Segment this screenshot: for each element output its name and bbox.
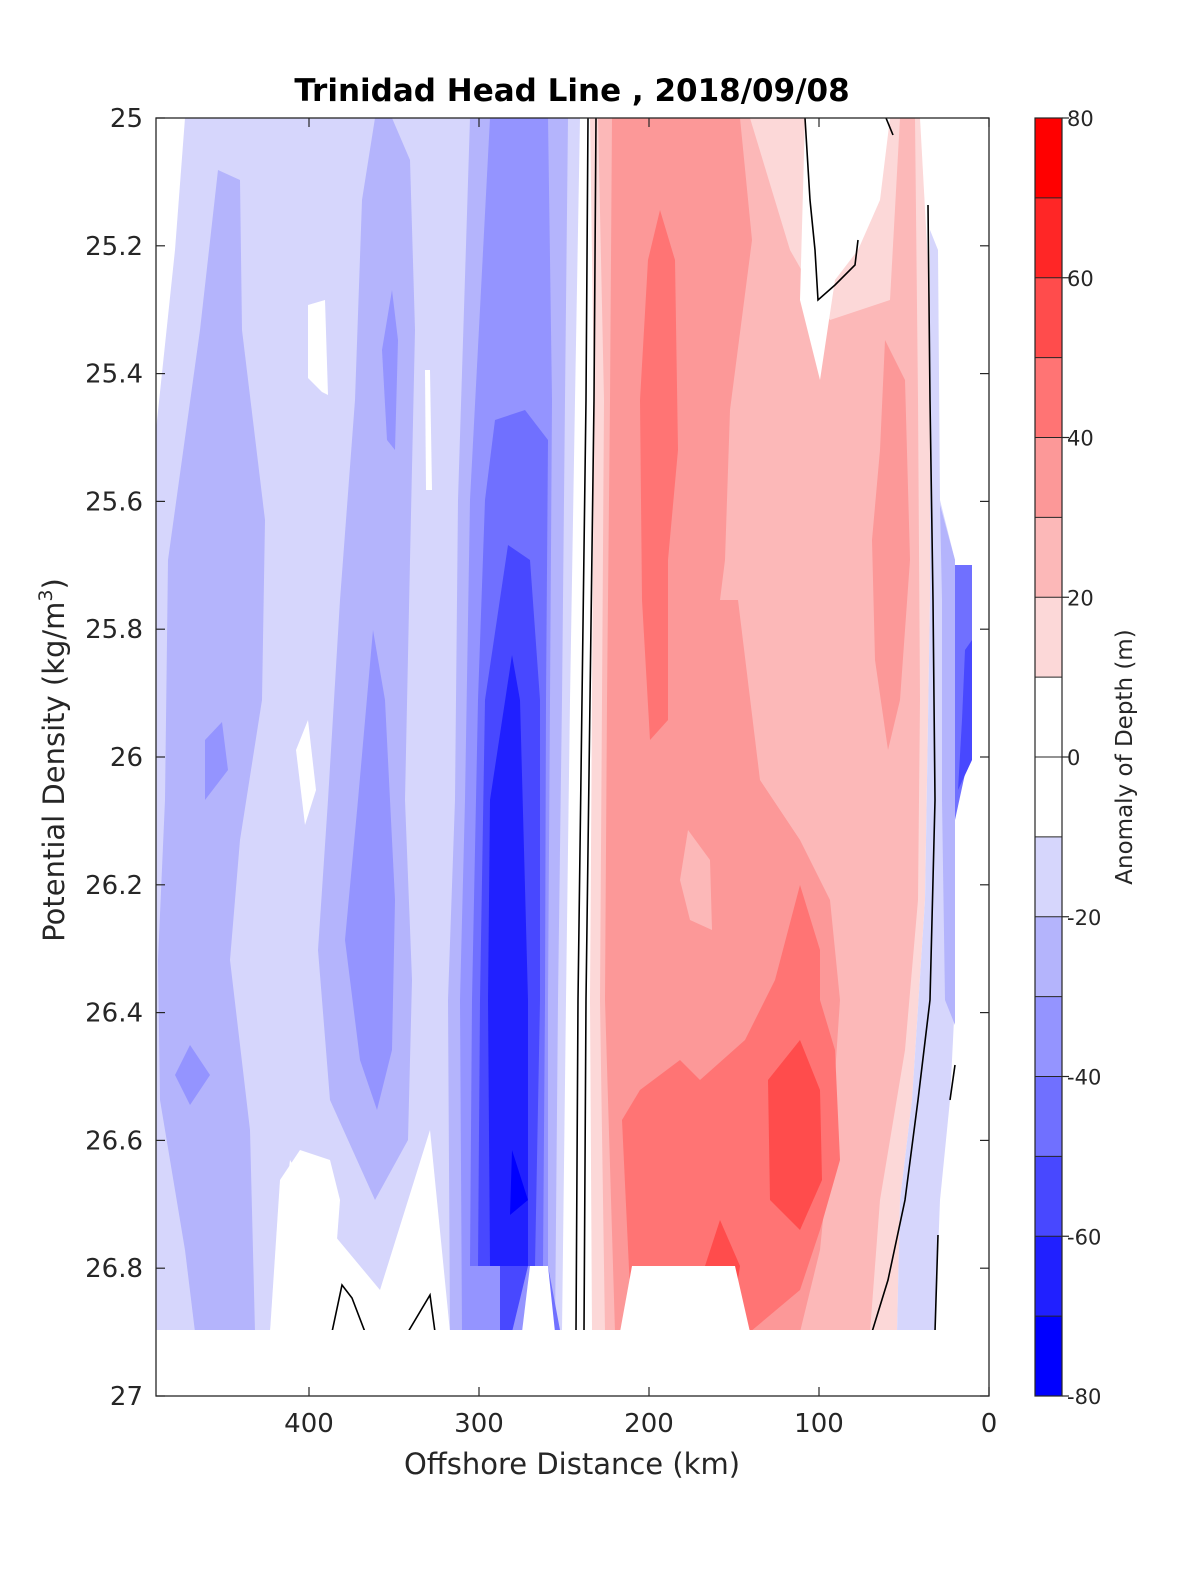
band-plus-20-spot (680, 830, 712, 930)
band-minus-20-coastal (897, 230, 955, 1330)
y-tick-label: 25 (110, 104, 143, 134)
zero-contour-line-2 (583, 118, 597, 1330)
colorbar-segment (1035, 996, 1062, 1077)
colorbar-segment (1035, 1316, 1062, 1396)
white-patch-bottom-center (522, 1266, 555, 1330)
x-tick-label: 200 (624, 1409, 674, 1439)
y-tick-label: 26 (110, 743, 143, 773)
zero-contour-line-4 (871, 204, 936, 1330)
band-plus-40 (640, 210, 678, 740)
y-tick-label: 25.2 (85, 232, 143, 262)
colorbar-segment (1035, 118, 1062, 198)
zero-contour-line-7 (949, 1064, 956, 1101)
colorbar-segment (1035, 517, 1062, 598)
colorbar-tick-label: 60 (1067, 267, 1094, 291)
colorbar-segment (1035, 277, 1062, 358)
y-axis-label-main: Potential Density (kg/m (37, 602, 71, 942)
colorbar-tick-label: 0 (1067, 746, 1080, 770)
colorbar-segment (1035, 197, 1062, 278)
zero-contour-line-5 (885, 118, 894, 136)
chart-title: Trinidad Head Line , 2018/09/08 (294, 73, 849, 109)
band-minus-60-bottom (500, 1266, 528, 1330)
colorbar-label: Anomaly of Depth (m) (1112, 629, 1138, 884)
band-plus-50 (768, 1040, 822, 1230)
y-tick-label: 26.2 (85, 871, 143, 901)
colorbar-segment (1035, 357, 1062, 438)
colorbar-segment (1035, 1236, 1062, 1317)
band-minus-40-spot-1 (205, 722, 228, 800)
zero-contour-line-9 (408, 1292, 436, 1330)
zero-contour-line-6 (934, 1234, 939, 1330)
colorbar-segment (1035, 437, 1062, 518)
colorbar (1035, 118, 1062, 1396)
y-axis-label-superscript: 3 (35, 589, 57, 601)
colorbar-tick-label: 80 (1067, 107, 1094, 131)
y-tick-label: 25.8 (85, 615, 143, 645)
colorbar-tick-label: -80 (1067, 1385, 1101, 1409)
band-minus-40-strip (382, 290, 398, 450)
x-tick-label: 0 (981, 1409, 998, 1439)
y-tick-label: 26.6 (85, 1126, 143, 1156)
zero-contour-line-3 (804, 118, 859, 302)
band-minus-40-spot-2 (175, 1045, 210, 1105)
y-axis-label-close: ) (37, 578, 71, 589)
band-plus-30-right (872, 340, 910, 750)
y-tick-label: 25.4 (85, 360, 143, 390)
colorbar-segment (1035, 836, 1062, 917)
x-ticks: 400 300 200 100 0 (284, 118, 997, 1439)
colorbar-ticks: 80 60 40 20 0 -20 -40 -60 -80 (1062, 107, 1101, 1409)
band-minus-30-coastal (940, 505, 955, 1025)
white-patch-top-right (800, 118, 890, 380)
white-patch-bottom-red (620, 1266, 750, 1330)
colorbar-segment (1035, 1156, 1062, 1237)
zero-contour-line-8 (331, 1283, 366, 1330)
x-tick-label: 100 (794, 1409, 844, 1439)
band-plus-40-lower (622, 885, 840, 1330)
x-axis-label: Offshore Distance (km) (404, 1447, 740, 1481)
colorbar-segment (1035, 597, 1062, 678)
colorbar-tick-label: -40 (1067, 1066, 1101, 1090)
white-patch-1 (308, 300, 328, 395)
band-minus-80-core (510, 1150, 528, 1215)
colorbar-tick-label: 20 (1067, 586, 1094, 610)
white-patch-3 (425, 370, 432, 490)
white-patch-bottom-left (270, 1150, 340, 1330)
colorbar-tick-label: -60 (1067, 1225, 1101, 1249)
zero-contour-line-1 (575, 118, 589, 1330)
white-patch-2 (296, 720, 316, 825)
colorbar-segment (1035, 916, 1062, 997)
band-minus-40-mid (345, 630, 395, 1110)
y-tick-label: 27 (110, 1382, 143, 1412)
x-tick-label: 300 (454, 1409, 504, 1439)
y-tick-label: 26.8 (85, 1254, 143, 1284)
colorbar-tick-label: -20 (1067, 906, 1101, 930)
y-tick-label: 26.4 (85, 999, 143, 1029)
plot-area (156, 118, 989, 1330)
colorbar-segment (1035, 1076, 1062, 1157)
colorbar-tick-label: 40 (1067, 427, 1094, 451)
y-ticks: 25 25.2 25.4 25.6 25.8 26 26.2 26.4 26.6 26.8 27 (85, 104, 989, 1412)
band-minus-60-coastal (958, 640, 972, 790)
band-minus-70-core (488, 655, 528, 1266)
x-tick-label: 400 (284, 1409, 334, 1439)
y-tick-label: 25.6 (85, 487, 143, 517)
y-axis-label: Potential Density (kg/m3) (35, 578, 71, 942)
